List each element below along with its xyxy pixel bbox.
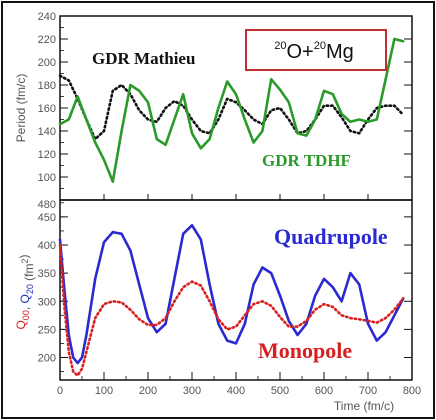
top-y-tick-label: 120 — [38, 149, 56, 161]
bottom-y-label-part: Q — [14, 320, 28, 329]
bottom-series — [58, 224, 405, 377]
bottom-y-tick-label: 350 — [38, 268, 56, 280]
top-y-tick-label: 180 — [38, 80, 56, 92]
bottom-x-ticks: 0 100 200 300 400 500 600 700 800 — [57, 372, 421, 397]
bottom-y-axis-label: Q00, Q20 (fm2) — [14, 254, 36, 329]
top-y-axis-label: Period (fm/c) — [14, 74, 28, 143]
series-line-gdr-mathieu — [58, 74, 405, 141]
bottom-y-tick-label: 200 — [38, 353, 56, 365]
bottom-x-axis-label: Time (fm/c) — [334, 399, 394, 413]
label-quadrupole: Quadrupole — [274, 224, 388, 249]
top-y-tick-label: 220 — [38, 34, 56, 46]
bottom-y-label-part: , — [18, 304, 32, 311]
label-gdr-mathieu: GDR Mathieu — [92, 49, 195, 68]
bottom-y-label-part: ) — [17, 254, 31, 258]
bottom-x-tick-label: 700 — [359, 385, 377, 397]
bottom-y-label-subscript: 00 — [21, 310, 31, 320]
bottom-y-label-subscript: 20 — [25, 284, 35, 294]
series-line-gdr-tdhf — [58, 37, 405, 183]
top-y-tick-label: 200 — [38, 57, 56, 69]
bottom-x-tick-label: 100 — [95, 385, 113, 397]
title-prefix-a: 20 — [274, 40, 286, 52]
bottom-y-tick-label-top: 480 — [38, 199, 56, 211]
top-y-tick-label: 100 — [38, 172, 56, 184]
series-line-quadrupole — [58, 224, 405, 365]
bottom-x-tick-label: 800 — [403, 385, 421, 397]
bottom-x-tick-label: 0 — [57, 385, 63, 397]
bottom-y-tick-label: 400 — [38, 240, 56, 252]
top-y-ticks: 100 120 140 160 180 200 220 240 — [38, 11, 413, 201]
bottom-y-tick-label: 450 — [38, 212, 56, 224]
title-box-text: 20O+20Mg — [274, 40, 354, 63]
bottom-x-tick-label: 400 — [227, 385, 245, 397]
bottom-x-tick-label: 500 — [271, 385, 289, 397]
bottom-y-label-part: 2 — [20, 258, 30, 263]
bottom-y-tick-label: 300 — [38, 296, 56, 308]
title-text-a: O+ — [286, 41, 313, 63]
top-series — [58, 37, 405, 183]
label-monopole: Monopole — [258, 338, 352, 363]
top-y-tick-label: 240 — [38, 11, 56, 23]
bottom-x-tick-label: 600 — [315, 385, 333, 397]
title-prefix-b: 20 — [314, 40, 326, 52]
bottom-y-tick-label: 250 — [38, 324, 56, 336]
bottom-y-label-part: Q — [18, 294, 32, 303]
title-box — [245, 29, 387, 71]
bottom-y-label-part: (fm — [22, 263, 36, 284]
series-line-monopole — [58, 243, 405, 377]
bottom-x-tick-label: 200 — [139, 385, 157, 397]
bottom-x-tick-label: 300 — [183, 385, 201, 397]
label-gdr-tdhf: GDR TDHF — [262, 151, 351, 170]
top-y-tick-label: 160 — [38, 103, 56, 115]
title-text-b: Mg — [326, 41, 354, 63]
top-y-tick-label: 140 — [38, 126, 56, 138]
